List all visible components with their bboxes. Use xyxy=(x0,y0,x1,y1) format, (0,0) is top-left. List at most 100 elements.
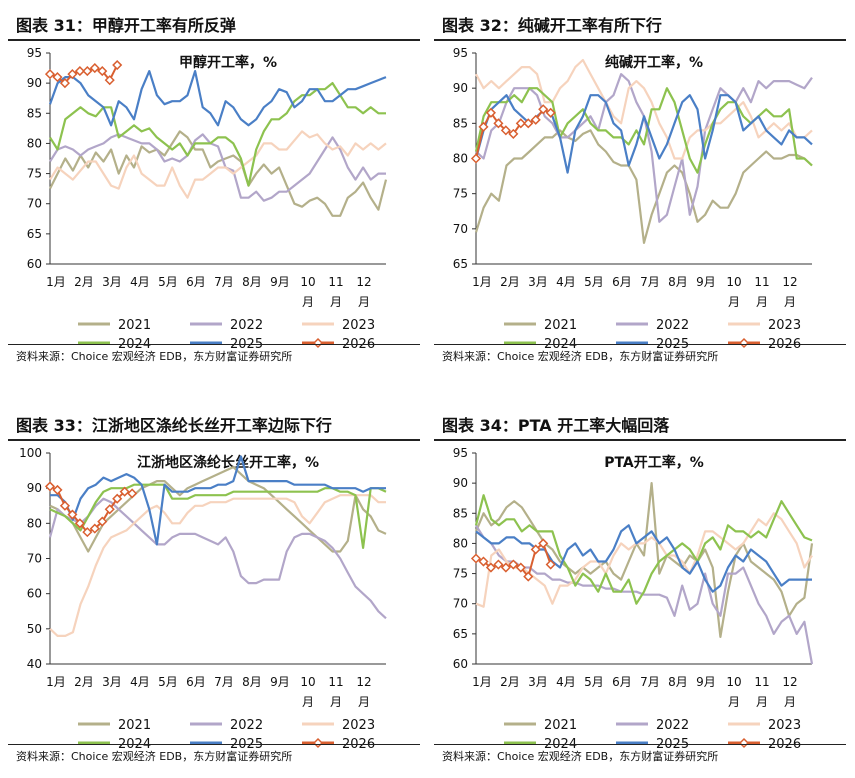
x-tick-label: 1月 xyxy=(472,675,492,689)
y-tick-label: 85 xyxy=(453,116,468,130)
y-tick-label: 75 xyxy=(453,567,468,581)
y-tick-label: 85 xyxy=(27,106,42,120)
series-point-2026 xyxy=(44,69,56,80)
y-tick-label: 90 xyxy=(453,81,468,95)
y-tick-label: 95 xyxy=(453,46,468,60)
x-tick-label: 12 月 xyxy=(782,275,797,309)
legend-marker-2026 xyxy=(738,337,750,349)
series-line-2025 xyxy=(50,455,386,546)
series-point-2026 xyxy=(74,518,85,529)
series-point-2026 xyxy=(89,523,100,534)
source-note: 资料来源：Choice 宏观经济 EDB，东方财富证券研究所 xyxy=(16,350,293,363)
line-chart: 60 65 70 75 80 85 90 95 1月 2月 3月 4月 5月 6月 7月 8月 9月 10 月 11 月… xyxy=(27,46,388,352)
figure-title: 图表 34：PTA 开工率大幅回落 xyxy=(442,416,670,435)
x-tick-label: 9月 xyxy=(696,275,716,289)
y-tick-label: 60 xyxy=(27,587,42,601)
x-tick-label: 10 月 xyxy=(300,675,315,709)
series-point-2026 xyxy=(530,544,541,555)
legend-label-2022: 2022 xyxy=(230,318,263,333)
x-tick-label: 1月 xyxy=(472,275,492,289)
x-tick-label: 4月 xyxy=(556,275,576,289)
x-tick-label: 7月 xyxy=(640,675,660,689)
series-line-2025 xyxy=(48,70,387,127)
series-point-2026 xyxy=(97,66,108,77)
series-line-2024 xyxy=(49,81,386,187)
y-tick-label: 95 xyxy=(453,446,468,460)
chart-panel-polyester-filament: 图表 33：江浙地区涤纶长丝开工率边际下行 40 50 60 70 80 90 100 1月 2… xyxy=(8,408,420,778)
legend-label-2021: 2021 xyxy=(118,318,151,333)
series-point-2026 xyxy=(52,484,63,495)
legend-marker-2026 xyxy=(738,737,750,749)
series-point-2026 xyxy=(508,128,519,139)
series-point-2026 xyxy=(478,556,489,567)
series-line-2022 xyxy=(49,133,386,202)
figure-title: 图表 31：甲醇开工率有所反弹 xyxy=(16,16,236,35)
line-chart: 60 65 70 75 80 85 90 95 1月 2月 3月 4月 5月 6月 7月 8月 9月 10 月 11 月… xyxy=(453,446,814,752)
series-point-2026 xyxy=(104,75,115,86)
series-point-2026 xyxy=(545,107,556,118)
legend-marker-2026 xyxy=(312,337,324,349)
y-tick-label: 70 xyxy=(27,197,42,211)
x-tick-label: 8月 xyxy=(668,675,688,689)
source-note: 资料来源：Choice 宏观经济 EDB，东方财富证券研究所 xyxy=(442,750,719,763)
chart-panel-pta: 图表 34：PTA 开工率大幅回落 60 65 70 75 80 85 90 95 1月 2月 3月… xyxy=(434,408,846,778)
series-line-2024 xyxy=(474,494,813,605)
x-tick-label: 11 月 xyxy=(328,275,343,309)
chart-panel-soda-ash: 图表 32：纯碱开工率有所下行 65 70 75 80 85 90 95 1月 2月 3月 4月 5月… xyxy=(434,8,846,378)
x-tick-label: 1月 xyxy=(46,275,66,289)
series-line-2021 xyxy=(474,481,814,638)
x-tick-label: 11 月 xyxy=(754,675,769,709)
series-point-2026 xyxy=(485,562,496,573)
line-chart: 65 70 75 80 85 90 95 1月 2月 3月 4月 5月 6月 7月 8月 9月 10 月 11 月 12… xyxy=(453,46,813,352)
series-line-2022 xyxy=(475,524,814,665)
figure-title: 图表 33：江浙地区涤纶长丝开工率边际下行 xyxy=(16,416,332,435)
source-note: 资料来源：Choice 宏观经济 EDB，东方财富证券研究所 xyxy=(16,750,293,763)
series-point-2026 xyxy=(59,500,70,511)
x-tick-label: 10 月 xyxy=(726,275,741,309)
x-tick-label: 7月 xyxy=(640,275,660,289)
series-point-2026 xyxy=(508,559,519,570)
y-tick-label: 40 xyxy=(27,657,42,671)
y-tick-label: 75 xyxy=(453,187,468,201)
series-point-2026 xyxy=(478,121,489,132)
legend-label-2023: 2023 xyxy=(768,318,801,333)
x-tick-label: 11 月 xyxy=(754,275,769,309)
legend-label-2022: 2022 xyxy=(230,718,263,733)
x-tick-label: 12 月 xyxy=(356,275,371,309)
series-point-2026 xyxy=(493,118,504,129)
title-divider xyxy=(434,39,846,41)
series-line-2023 xyxy=(49,494,386,637)
series-point-2026 xyxy=(523,118,534,129)
y-tick-label: 75 xyxy=(27,167,42,181)
series-line-2022 xyxy=(475,72,813,223)
x-tick-label: 7月 xyxy=(214,675,234,689)
y-tick-label: 65 xyxy=(453,257,468,271)
legend-label-2023: 2023 xyxy=(342,718,375,733)
series-point-2026 xyxy=(82,66,93,77)
y-tick-label: 80 xyxy=(453,152,468,166)
series-point-2026 xyxy=(112,493,123,504)
y-tick-label: 70 xyxy=(27,552,42,566)
x-tick-label: 8月 xyxy=(242,675,262,689)
series-line-2023 xyxy=(475,58,813,160)
series-point-2026 xyxy=(538,538,549,549)
y-tick-label: 70 xyxy=(453,222,468,236)
y-tick-label: 60 xyxy=(453,657,468,671)
series-point-2026 xyxy=(59,78,70,89)
series-line-2024 xyxy=(49,483,387,550)
x-tick-label: 8月 xyxy=(242,275,262,289)
y-tick-label: 60 xyxy=(27,257,42,271)
series-line-2024 xyxy=(474,87,813,174)
series-point-2026 xyxy=(485,107,496,118)
series-line-2025 xyxy=(475,524,812,593)
line-chart: 40 50 60 70 80 90 100 1月 2月 3月 4月 5月 6月 7月 8月 9月 10 月 11 月 1… xyxy=(19,446,387,752)
y-tick-label: 80 xyxy=(27,516,42,530)
x-tick-label: 5月 xyxy=(584,675,604,689)
legend-marker-2026 xyxy=(312,737,324,749)
legend-label-2021: 2021 xyxy=(544,318,577,333)
y-tick-label: 90 xyxy=(453,476,468,490)
y-tick-label: 80 xyxy=(27,136,42,150)
x-tick-label: 9月 xyxy=(270,675,290,689)
series-point-2026 xyxy=(523,571,534,582)
title-divider xyxy=(8,39,420,41)
